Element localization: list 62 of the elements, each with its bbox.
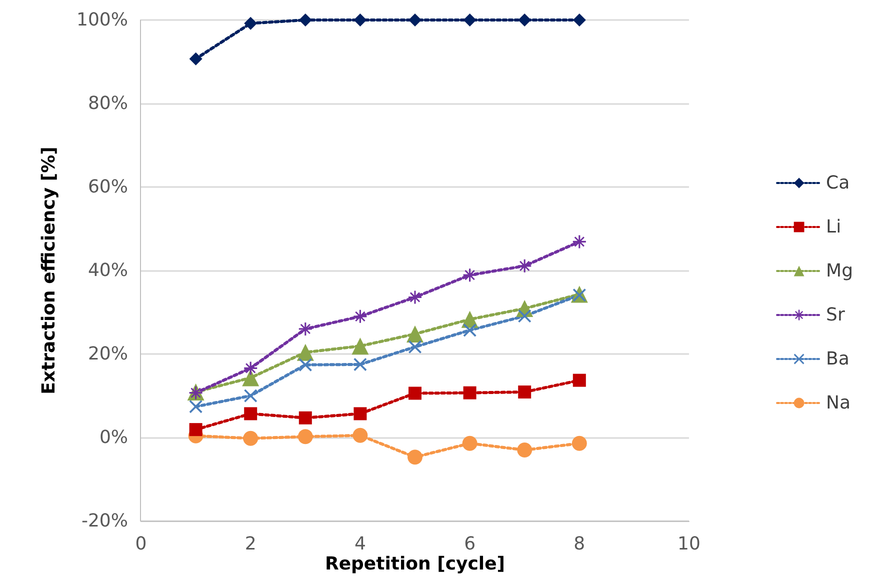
point: [408, 14, 422, 26]
point: [572, 235, 586, 248]
point: [354, 407, 367, 420]
point: [572, 436, 587, 451]
legend-label: Mg: [826, 260, 854, 282]
point: [189, 400, 202, 414]
point: [244, 362, 258, 375]
point: [189, 423, 202, 436]
point: [352, 428, 368, 443]
x-tick-label: 2: [244, 534, 256, 554]
point: [296, 344, 314, 361]
point: [244, 16, 258, 30]
x-tick-label: 8: [574, 534, 586, 554]
point: [518, 310, 532, 323]
point: [244, 407, 258, 420]
point: [408, 450, 422, 465]
point: [243, 430, 258, 446]
legend-label: Li: [826, 216, 842, 238]
legend-label: Ba: [826, 348, 850, 370]
point: [517, 442, 532, 458]
point: [298, 411, 312, 424]
point: [354, 310, 367, 323]
y-tick-label: -20%: [81, 510, 128, 532]
legend-label: Na: [826, 392, 851, 414]
point: [354, 14, 367, 26]
x-axis-title: Repetition [cycle]: [324, 554, 506, 574]
point: [463, 324, 476, 337]
x-tick-label: 0: [135, 534, 147, 554]
point: [408, 290, 422, 304]
point: [298, 322, 312, 336]
y-tick-label: 20%: [88, 344, 128, 364]
point: [408, 340, 422, 354]
x-tick-label: 10: [678, 534, 700, 554]
point: [298, 14, 312, 26]
point: [189, 52, 202, 66]
legend-label: Sr: [826, 304, 846, 326]
point: [298, 429, 313, 444]
point: [352, 338, 369, 355]
point: [408, 386, 422, 400]
point: [463, 14, 476, 26]
y-tick-label: 80%: [88, 93, 128, 114]
y-tick-label: 60%: [88, 176, 128, 198]
point: [518, 385, 532, 398]
point: [354, 358, 367, 371]
point: [462, 436, 478, 451]
point: [298, 358, 312, 372]
point: [518, 259, 532, 272]
x-tick-label: 6: [464, 534, 476, 554]
y-axis-title: Extraction efficiency [%]: [38, 146, 60, 394]
point: [463, 386, 476, 400]
point: [518, 14, 532, 26]
y-tick-label: 100%: [76, 10, 128, 30]
point: [572, 374, 586, 387]
point: [572, 14, 586, 26]
point: [463, 268, 476, 282]
y-tick-label: 0%: [99, 427, 128, 448]
y-tick-label: 40%: [88, 260, 128, 281]
point: [244, 389, 258, 402]
legend-label: Ca: [826, 172, 850, 194]
point: [242, 369, 260, 386]
point: [406, 325, 424, 342]
x-tick-label: 4: [354, 534, 366, 554]
